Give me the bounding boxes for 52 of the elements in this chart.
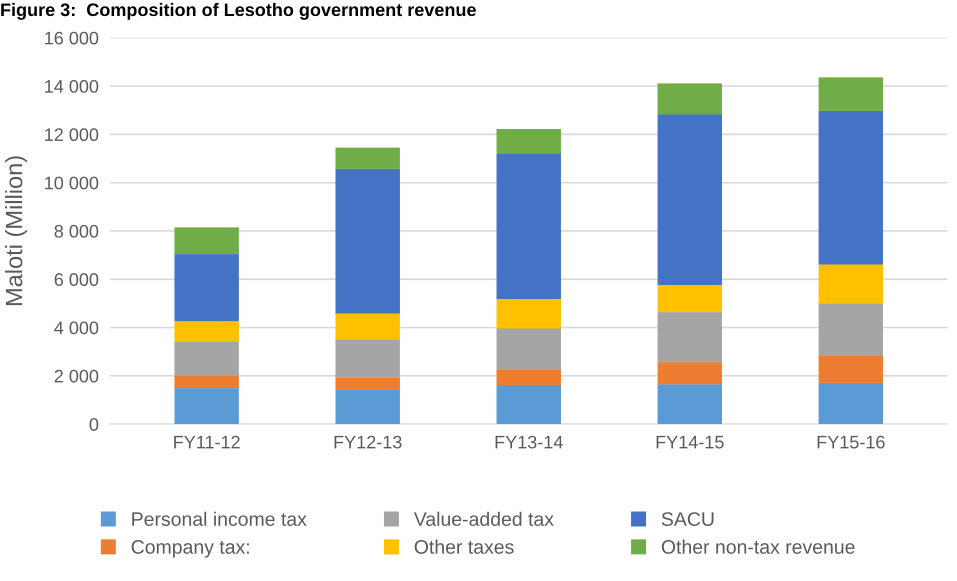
x-tick-label: FY15-16 — [818, 436, 885, 449]
x-tick-label: FY13-14 — [496, 436, 563, 449]
y-tick-label: 14 000 — [45, 80, 98, 93]
bar — [174, 254, 239, 322]
legend-label: Value-added tax — [414, 512, 554, 526]
bar — [658, 83, 722, 115]
y-tick-label: 12 000 — [45, 128, 98, 142]
y-tick-label: 0 — [90, 418, 98, 431]
bar — [818, 264, 884, 304]
x-tick-label: FY11-12 — [174, 436, 240, 448]
bar — [336, 390, 400, 424]
legend-label: Other taxes — [414, 540, 514, 554]
bar — [336, 378, 400, 390]
chart-title: Figure 3: Composition of Lesotho government revenue — [1, 2, 476, 20]
x-tick-label: FY12-13 — [334, 436, 402, 449]
bar — [496, 385, 561, 424]
bar — [336, 339, 400, 378]
legend-label: Personal income tax — [132, 512, 307, 526]
bar — [818, 77, 884, 111]
bar — [174, 227, 239, 254]
x-tick-label: FY14-15 — [656, 436, 724, 449]
bar — [496, 129, 561, 154]
bar — [818, 110, 884, 265]
bar — [496, 370, 561, 386]
bar — [496, 299, 561, 329]
y-tick-label: 4 000 — [54, 321, 98, 334]
bar — [174, 388, 239, 424]
bar — [336, 168, 400, 314]
bar — [658, 312, 722, 362]
legend-label: Company tax: — [132, 540, 249, 558]
bar — [174, 342, 239, 376]
bar — [658, 114, 722, 286]
y-tick-label: 8 000 — [54, 224, 98, 238]
y-tick-label: 2 000 — [54, 370, 98, 383]
y-tick-label: 10 000 — [45, 176, 98, 190]
bar — [818, 356, 884, 383]
bar — [818, 303, 884, 356]
bar — [658, 384, 722, 424]
bar — [658, 285, 722, 312]
bar — [174, 321, 239, 342]
legend-label: Other non-tax revenue — [662, 540, 855, 554]
legend-label: SACU — [662, 512, 714, 526]
bar — [496, 328, 561, 370]
bar — [336, 314, 400, 340]
y-axis-title: Maloti (Million) — [5, 156, 28, 306]
y-tick-label: 16 000 — [45, 32, 98, 44]
bar — [818, 382, 884, 424]
bar — [496, 153, 561, 300]
bar — [658, 362, 722, 384]
y-tick-label: 6 000 — [54, 273, 98, 286]
bar — [336, 148, 400, 169]
bar — [174, 376, 239, 388]
